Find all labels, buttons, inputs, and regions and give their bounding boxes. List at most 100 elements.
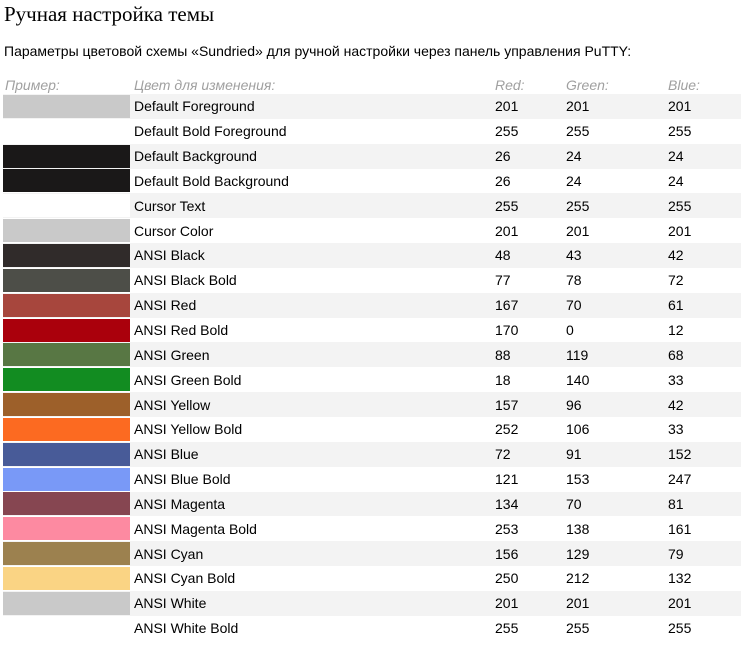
color-name-cell: ANSI Black [132,243,493,268]
color-swatch [3,94,130,118]
color-swatch [3,119,130,143]
page-title: Ручная настройка темы [4,2,215,26]
table-row: ANSI Yellow Bold 252 106 33 [3,416,741,442]
green-value-cell: 201 [564,94,666,119]
table-row: ANSI Black 48 43 42 [3,243,741,268]
color-swatch [3,591,130,615]
blue-value-cell: 152 [666,441,741,467]
red-value-cell: 77 [493,267,564,293]
green-value-cell: 119 [564,342,666,368]
sample-cell [3,218,132,244]
color-swatch [3,293,130,317]
green-value-cell: 255 [564,193,666,219]
blue-value-cell: 255 [666,193,741,219]
table-row: ANSI Green 88 119 68 [3,342,741,368]
table-row: ANSI Black Bold 77 78 72 [3,267,741,293]
blue-value-cell: 12 [666,317,741,343]
blue-value-cell: 201 [666,590,741,616]
color-swatch [3,492,130,516]
table-row: ANSI White Bold 255 255 255 [3,615,741,641]
color-name-cell: ANSI Blue [132,441,493,467]
red-value-cell: 255 [493,193,564,219]
red-value-cell: 167 [493,292,564,318]
red-value-cell: 250 [493,566,564,591]
sample-cell [3,466,132,492]
header-sample: Пример: [5,76,60,93]
red-value-cell: 253 [493,516,564,542]
blue-value-cell: 72 [666,267,741,293]
header-red: Red: [495,76,525,93]
color-swatch [3,243,130,267]
sample-cell [3,590,132,616]
sample-cell [3,193,132,219]
color-name-cell: Cursor Color [132,218,493,244]
red-value-cell: 157 [493,392,564,417]
color-name-cell: ANSI Cyan [132,541,493,567]
color-name-cell: Default Bold Foreground [132,118,493,144]
green-value-cell: 43 [564,243,666,268]
table-row: Cursor Text 255 255 255 [3,193,741,219]
color-name-cell: Default Foreground [132,94,493,119]
blue-value-cell: 61 [666,292,741,318]
green-value-cell: 138 [564,516,666,542]
table-row: ANSI Red 167 70 61 [3,292,741,318]
blue-value-cell: 255 [666,615,741,641]
sample-cell [3,566,132,591]
green-value-cell: 96 [564,392,666,417]
color-swatch [3,144,130,168]
sample-cell [3,541,132,567]
green-value-cell: 106 [564,416,666,442]
table-row: Default Foreground 201 201 201 [3,94,741,119]
color-name-cell: ANSI Black Bold [132,267,493,293]
sample-cell [3,367,132,393]
table-row: Cursor Color 201 201 201 [3,218,741,244]
sample-cell [3,342,132,368]
blue-value-cell: 42 [666,392,741,417]
table-row: ANSI Magenta Bold 253 138 161 [3,516,741,542]
blue-value-cell: 255 [666,118,741,144]
table-header-row: Пример: Цвет для изменения: Red: Green: … [3,75,741,94]
red-value-cell: 26 [493,143,564,169]
color-swatch [3,169,130,193]
red-value-cell: 18 [493,367,564,393]
color-name-cell: ANSI Green Bold [132,367,493,393]
red-value-cell: 72 [493,441,564,467]
color-name-cell: ANSI White Bold [132,615,493,641]
sample-cell [3,516,132,542]
table-row: ANSI Cyan 156 129 79 [3,541,741,567]
color-swatch [3,393,130,417]
green-value-cell: 129 [564,541,666,567]
sample-cell [3,267,132,293]
color-swatch [3,566,130,590]
intro-text: Параметры цветовой схемы «Sundried» для … [4,43,632,59]
red-value-cell: 134 [493,491,564,517]
header-color-name: Цвет для изменения: [134,76,276,93]
green-value-cell: 140 [564,367,666,393]
green-value-cell: 70 [564,292,666,318]
color-name-cell: ANSI Red [132,292,493,318]
color-swatch [3,268,130,292]
color-name-cell: ANSI Magenta [132,491,493,517]
green-value-cell: 91 [564,441,666,467]
green-value-cell: 24 [564,143,666,169]
table-row: ANSI Red Bold 170 0 12 [3,317,741,343]
table-row: Default Background 26 24 24 [3,143,741,169]
blue-value-cell: 68 [666,342,741,368]
table-row: ANSI Blue 72 91 152 [3,441,741,467]
blue-value-cell: 24 [666,168,741,194]
color-swatch [3,343,130,367]
color-name-cell: ANSI Red Bold [132,317,493,343]
table-row: ANSI Yellow 157 96 42 [3,392,741,417]
green-value-cell: 78 [564,267,666,293]
red-value-cell: 170 [493,317,564,343]
color-name-cell: Cursor Text [132,193,493,219]
table-row: ANSI White 201 201 201 [3,590,741,616]
color-name-cell: Default Background [132,143,493,169]
green-value-cell: 201 [564,218,666,244]
blue-value-cell: 201 [666,94,741,119]
header-green: Green: [566,76,609,93]
color-name-cell: Default Bold Background [132,168,493,194]
color-swatch [3,368,130,392]
color-swatch [3,542,130,566]
green-value-cell: 255 [564,615,666,641]
